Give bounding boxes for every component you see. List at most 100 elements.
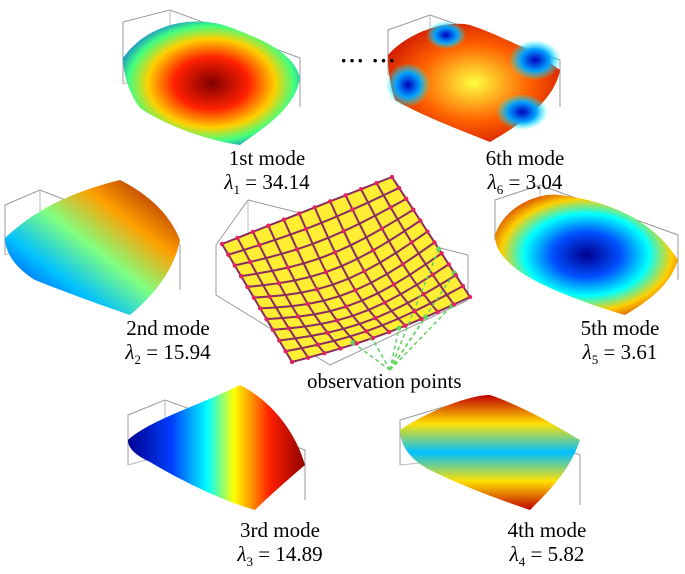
eigenvalue: λ3 = 14.89 — [237, 542, 323, 570]
mode-1-caption: 1st mode λ1 = 34.14 — [212, 146, 322, 202]
observation-point — [411, 207, 416, 212]
observation-point — [232, 263, 237, 268]
observation-point — [460, 283, 466, 289]
mode-4-plot — [399, 395, 581, 510]
mesh-line — [375, 182, 455, 306]
mesh-line — [329, 200, 406, 327]
observation-point — [341, 228, 347, 234]
observation-point — [276, 280, 282, 286]
mesh-line — [253, 230, 429, 299]
eigenvalue: λ4 = 5.82 — [509, 542, 585, 570]
mode-4-caption: 4th mode λ4 = 5.82 — [492, 518, 602, 574]
plot-box — [329, 299, 469, 366]
observation-point — [371, 248, 376, 253]
mesh-line — [247, 219, 421, 288]
arrow-head — [350, 340, 356, 346]
observation-point — [467, 294, 473, 300]
observation-point — [257, 242, 262, 248]
observation-point — [396, 185, 402, 191]
observation-arrow — [389, 316, 427, 371]
mesh-line — [298, 213, 374, 339]
mode-surface — [128, 385, 305, 510]
mode-label: 6th mode — [485, 146, 565, 170]
mode-surface — [426, 21, 466, 49]
observation-point — [389, 174, 395, 180]
observation-point — [370, 335, 376, 341]
observation-point — [451, 302, 457, 307]
observation-point — [248, 259, 253, 265]
observation-point — [388, 205, 393, 210]
observation-point — [294, 247, 300, 252]
observation-point — [403, 323, 408, 328]
observation-point — [343, 304, 349, 309]
observation-point — [257, 306, 263, 311]
observation-arrow — [371, 337, 391, 371]
observation-points-label: observation points — [307, 369, 462, 393]
observation-point — [314, 287, 320, 292]
observation-point — [323, 269, 329, 275]
observation-point — [439, 251, 444, 256]
mesh-line — [291, 296, 471, 363]
observation-point — [343, 193, 348, 198]
observation-point — [386, 329, 392, 335]
observation-point — [403, 196, 409, 202]
observation-point — [350, 207, 355, 212]
mode-surface — [496, 94, 548, 130]
mode-3-plot — [127, 385, 306, 510]
observation-point — [332, 250, 338, 255]
mesh-grid — [221, 176, 471, 363]
observation-point — [285, 265, 291, 270]
observation-point — [245, 284, 250, 290]
eigenvalue: λ6 = 3.04 — [487, 170, 563, 198]
observation-point — [296, 314, 301, 319]
mesh-line — [282, 219, 358, 345]
observation-arrow — [389, 304, 453, 371]
observation-point — [362, 269, 367, 274]
observation-point-group — [219, 174, 473, 365]
mode-5-plot — [494, 184, 679, 315]
mode-5-caption: 5th mode λ5 = 3.61 — [560, 316, 680, 372]
mesh-line — [272, 263, 450, 331]
observation-point — [325, 330, 330, 335]
observation-point — [374, 180, 379, 186]
observation-arrow — [352, 342, 391, 371]
observation-point — [421, 292, 426, 297]
arrow-head — [436, 246, 442, 252]
observation-arrow — [389, 328, 400, 371]
observation-point — [305, 301, 310, 307]
observation-point — [382, 300, 387, 305]
observation-point — [373, 315, 378, 321]
mesh-line — [240, 208, 414, 278]
mesh-line — [252, 231, 326, 354]
observation-point — [338, 346, 343, 351]
mode-3-caption: 3rd mode λ3 = 14.89 — [225, 518, 335, 574]
observation-point — [283, 349, 288, 354]
observation-point — [270, 327, 276, 333]
observation-point — [286, 326, 292, 331]
observation-point — [250, 229, 256, 235]
mesh-line — [234, 197, 407, 267]
observation-point — [400, 261, 406, 267]
observation-point — [391, 282, 397, 287]
observation-point — [303, 226, 309, 232]
observation-point — [453, 272, 459, 278]
observation-point — [358, 186, 364, 192]
observation-point — [289, 359, 295, 365]
observation-point — [312, 205, 317, 210]
observation-point — [315, 342, 321, 347]
mesh-line — [279, 274, 457, 342]
mesh-line — [221, 176, 393, 245]
mode-2-plot — [4, 180, 181, 315]
mode-surface — [400, 395, 580, 510]
mode-6-plot — [386, 14, 561, 142]
observation-point — [226, 252, 231, 257]
mesh-line — [228, 187, 400, 256]
observation-point — [219, 241, 225, 247]
observation-mesh-plot — [215, 174, 473, 371]
observation-point — [364, 329, 369, 334]
observation-point — [430, 272, 435, 277]
observation-point — [353, 288, 358, 293]
observation-point — [418, 218, 423, 223]
mesh-line — [260, 241, 436, 310]
